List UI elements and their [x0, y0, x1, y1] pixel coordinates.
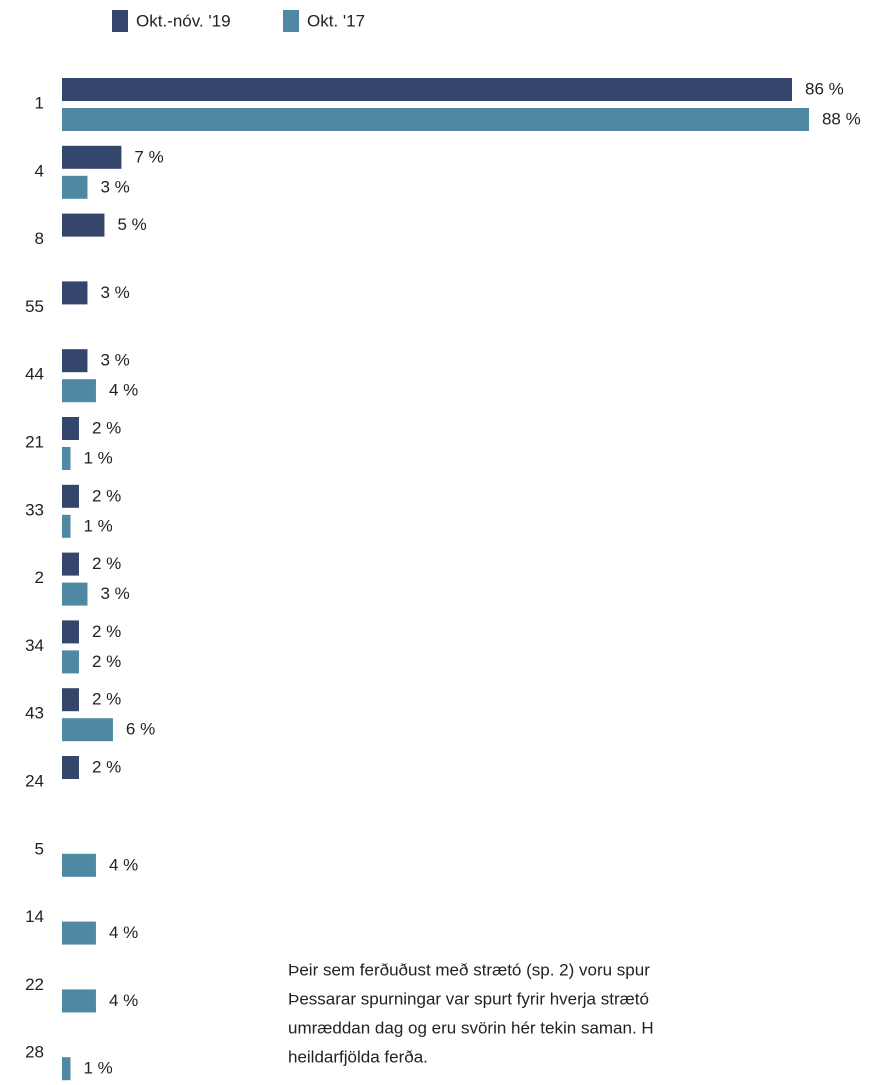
legend-label: Okt.-nóv. '19: [136, 11, 231, 30]
bar: [62, 620, 79, 644]
category-label: 55: [25, 297, 44, 316]
value-label: 3 %: [100, 283, 129, 302]
value-label: 88 %: [822, 109, 861, 128]
bar: [62, 688, 79, 712]
bar: [62, 989, 96, 1013]
category-label: 34: [25, 636, 44, 655]
annotation: heildarfjölda ferða.: [288, 1047, 428, 1066]
value-label: 2 %: [92, 418, 121, 437]
bar: [62, 281, 88, 305]
category-label: 4: [35, 161, 44, 180]
value-label: 1 %: [83, 1059, 112, 1078]
legend-swatch: [112, 10, 128, 32]
annotation: Þeir sem ferðuðust með strætó (sp. 2) vo…: [288, 960, 650, 979]
annotation: Þessarar spurningar var spurt fyrir hver…: [288, 989, 649, 1008]
value-label: 4 %: [109, 991, 138, 1010]
legend-swatch: [283, 10, 299, 32]
bar: [62, 1057, 71, 1081]
category-label: 1: [35, 93, 44, 112]
legend-label: Okt. '17: [307, 11, 365, 30]
bar: [62, 349, 88, 373]
category-label: 22: [25, 975, 44, 994]
bar: [62, 650, 79, 674]
category-label: 43: [25, 704, 44, 723]
bar: [62, 756, 79, 779]
bar: [62, 853, 96, 877]
value-label: 2 %: [92, 690, 121, 709]
bar: [62, 145, 122, 169]
value-label: 2 %: [92, 622, 121, 641]
bar: [62, 582, 88, 606]
bar: [62, 447, 71, 470]
value-label: 1 %: [83, 516, 112, 535]
value-label: 2 %: [92, 652, 121, 671]
bar: [62, 921, 96, 945]
annotation: umræddan dag og eru svörin hér tekin sam…: [288, 1018, 654, 1037]
value-label: 3 %: [100, 351, 129, 370]
value-label: 86 %: [805, 79, 844, 98]
category-label: 8: [35, 229, 44, 248]
bar: [62, 484, 79, 508]
bar: [62, 417, 79, 440]
category-label: 14: [25, 907, 44, 926]
value-label: 2 %: [92, 757, 121, 776]
category-label: 44: [25, 365, 44, 384]
bar: [62, 718, 113, 742]
value-label: 4 %: [109, 381, 138, 400]
bar: [62, 108, 809, 131]
category-label: 28: [25, 1043, 44, 1062]
value-label: 2 %: [92, 486, 121, 505]
category-label: 21: [25, 432, 44, 451]
value-label: 3 %: [100, 584, 129, 603]
value-label: 4 %: [109, 855, 138, 874]
category-label: 33: [25, 500, 44, 519]
bar: [62, 78, 792, 101]
bar: [62, 379, 96, 403]
category-label: 5: [35, 839, 44, 858]
value-label: 5 %: [117, 215, 146, 234]
value-label: 3 %: [100, 177, 129, 196]
value-label: 2 %: [92, 554, 121, 573]
bar: [62, 514, 71, 538]
bar: [62, 552, 79, 576]
value-label: 7 %: [134, 147, 163, 166]
bar: [62, 175, 88, 199]
value-label: 6 %: [126, 720, 155, 739]
value-label: 4 %: [109, 923, 138, 942]
category-label: 24: [25, 771, 44, 790]
category-label: 2: [35, 568, 44, 587]
bar: [62, 213, 105, 237]
value-label: 1 %: [83, 448, 112, 467]
